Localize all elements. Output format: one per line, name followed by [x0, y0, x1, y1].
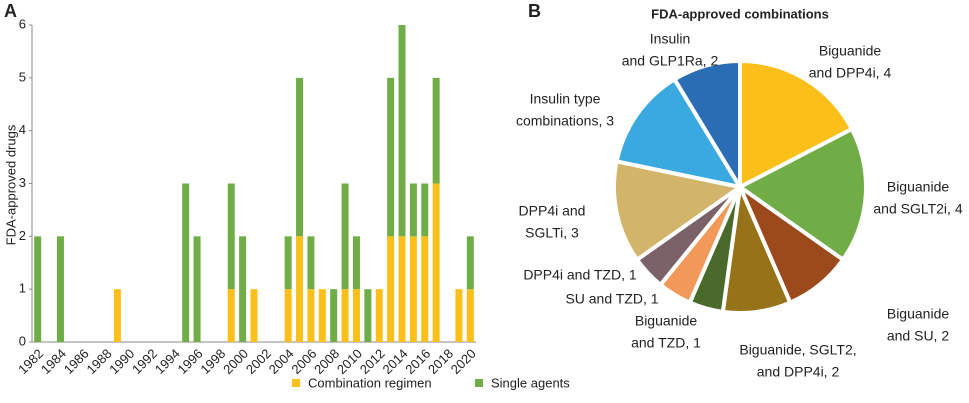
- slice-label: Biguanide: [635, 313, 697, 329]
- bar-segment: [296, 236, 304, 342]
- bar-segment: [341, 289, 349, 342]
- legend-label: Single agents: [491, 375, 570, 390]
- bar-segment: [409, 236, 417, 342]
- bar-segment: [330, 289, 338, 342]
- bar-segment: [318, 289, 326, 342]
- bar-segment: [352, 289, 360, 342]
- bar-segment: [432, 183, 440, 342]
- pie-slice: [671, 58, 742, 195]
- bar-segment: [432, 77, 440, 184]
- pie-slice: [612, 158, 745, 263]
- bar-segment: [455, 289, 463, 342]
- x-tick-label: 2020: [448, 346, 479, 377]
- bar-segment: [34, 236, 42, 342]
- pie-slice: [736, 126, 868, 263]
- legend-label: Combination regimen: [308, 375, 432, 390]
- bar-segment: [341, 183, 349, 290]
- slice-label: SGLTi, 3: [525, 225, 579, 241]
- y-tick-label: 0: [19, 333, 26, 348]
- y-tick-label: 2: [19, 228, 26, 243]
- slice-label: and SGLT2i, 4: [873, 201, 962, 217]
- y-tick-label: 3: [19, 175, 26, 190]
- bar-segment: [398, 25, 406, 237]
- slice-label: and TZD, 1: [631, 335, 701, 351]
- slice-label: Biguanide: [887, 179, 949, 195]
- bar-segment: [182, 183, 190, 342]
- slice-label: DPP4i and: [519, 203, 586, 219]
- bar-segment: [466, 289, 474, 342]
- y-tick-label: 5: [19, 69, 26, 84]
- slice-label: Biguanide: [819, 43, 881, 59]
- pie-slice: [614, 76, 745, 190]
- bar-segment: [307, 289, 315, 342]
- slice-label: and SU, 2: [887, 328, 949, 344]
- bar-segment: [227, 183, 235, 290]
- slice-label: and DPP4i, 2: [757, 364, 840, 380]
- y-axis-label: FDA-approved drugs: [3, 124, 18, 245]
- slice-label: and DPP4i, 4: [809, 65, 892, 81]
- y-tick-label: 6: [19, 16, 26, 31]
- bar-segment: [284, 236, 292, 290]
- y-tick-label: 4: [19, 122, 26, 137]
- bar-segment: [307, 236, 315, 290]
- slice-label: Insulin: [650, 31, 690, 47]
- bar-segment: [375, 289, 383, 342]
- bar-segment: [409, 183, 417, 237]
- bar-segment: [387, 236, 395, 342]
- legend-swatch: [475, 379, 483, 387]
- bar-segment: [421, 183, 429, 237]
- bar-segment: [113, 289, 121, 342]
- bar-segment: [398, 236, 406, 342]
- bar-segment: [239, 236, 247, 342]
- bar-segment: [250, 289, 258, 342]
- chart-title: FDA-approved combinations: [651, 6, 829, 21]
- bar-segment: [387, 77, 395, 237]
- bar-segment: [466, 236, 474, 290]
- slice-label: combinations, 3: [516, 113, 614, 129]
- slice-label: Biguanide: [887, 306, 949, 322]
- bar-segment: [193, 236, 201, 342]
- bar-segment: [352, 236, 360, 290]
- bar-segment: [227, 289, 235, 342]
- pie-slice: [738, 58, 855, 191]
- slice-label: and GLP1Ra, 2: [622, 53, 719, 69]
- legend-swatch: [292, 379, 300, 387]
- bar-segment: [56, 236, 64, 342]
- slice-label: SU and TZD, 1: [565, 291, 658, 307]
- panel-label: B: [528, 1, 541, 21]
- panel-label: A: [4, 1, 17, 21]
- slice-label: Biguanide, SGLT2,: [739, 342, 856, 358]
- bar-segment: [284, 289, 292, 342]
- slice-label: Insulin type: [530, 91, 601, 107]
- slice-label: DPP4i and TZD, 1: [523, 267, 637, 283]
- bar-segment: [364, 289, 372, 342]
- bar-segment: [296, 77, 304, 237]
- bar-segment: [421, 236, 429, 342]
- y-tick-label: 1: [19, 281, 26, 296]
